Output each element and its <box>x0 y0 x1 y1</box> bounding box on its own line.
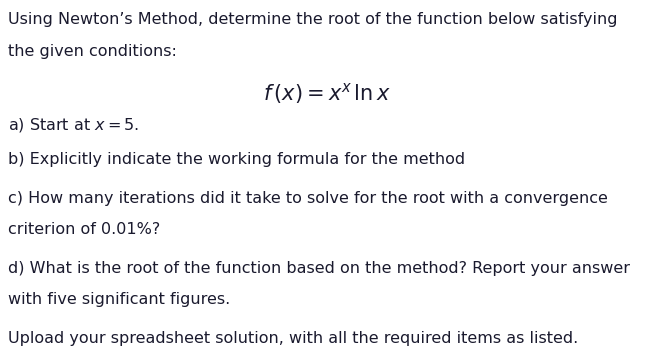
Text: with five significant figures.: with five significant figures. <box>8 292 230 307</box>
Text: d) What is the root of the function based on the method? Report your answer: d) What is the root of the function base… <box>8 261 630 276</box>
Text: Upload your spreadsheet solution, with all the required items as listed.: Upload your spreadsheet solution, with a… <box>8 331 578 346</box>
Text: criterion of 0.01%?: criterion of 0.01%? <box>8 222 160 237</box>
Text: b) Explicitly indicate the working formula for the method: b) Explicitly indicate the working formu… <box>8 152 465 167</box>
Text: c) How many iterations did it take to solve for the root with a convergence: c) How many iterations did it take to so… <box>8 191 608 206</box>
Text: Using Newton’s Method, determine the root of the function below satisfying: Using Newton’s Method, determine the roo… <box>8 12 617 27</box>
Text: the given conditions:: the given conditions: <box>8 44 177 59</box>
Text: a) Start at $x = 5.$: a) Start at $x = 5.$ <box>8 116 139 133</box>
Text: $f\,(x) = x^{x}\,\ln x$: $f\,(x) = x^{x}\,\ln x$ <box>263 80 390 105</box>
